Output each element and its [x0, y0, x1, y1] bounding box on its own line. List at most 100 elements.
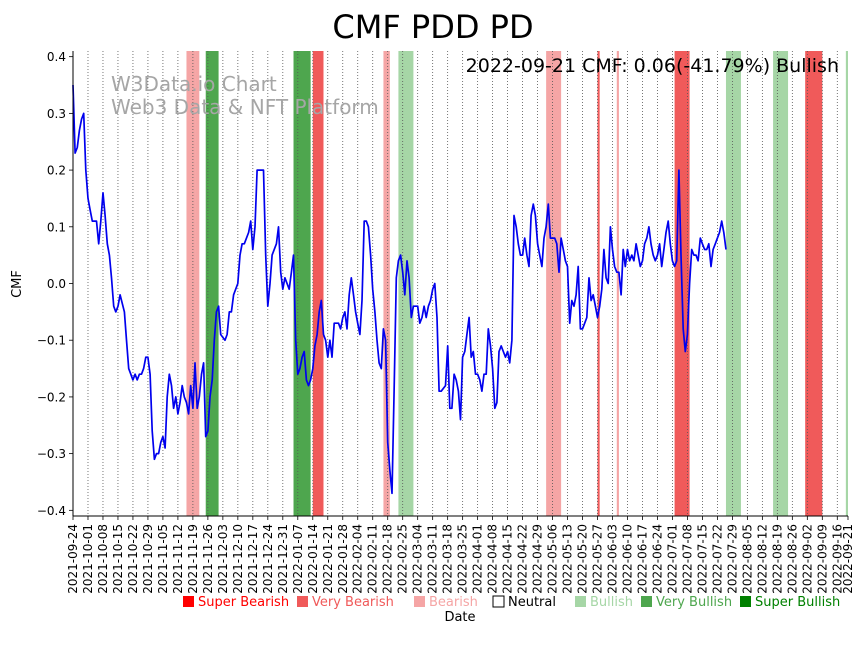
band-bearish: [186, 51, 196, 516]
band-very-bearish: [597, 51, 600, 516]
legend-label: Very Bullish: [656, 595, 732, 610]
x-tick-label: 2022-05-13: [561, 524, 575, 594]
x-tick-label: 2021-11-26: [201, 524, 215, 594]
y-tick-label: −0.3: [37, 447, 66, 461]
legend-swatch: [641, 596, 652, 607]
legend-swatch: [414, 596, 425, 607]
band-bullish: [845, 51, 848, 516]
x-tick-label: 2022-03-18: [441, 524, 455, 594]
y-tick-label: −0.2: [37, 390, 66, 404]
x-tick-label: 2021-11-05: [156, 524, 170, 594]
x-tick-label: 2021-12-10: [231, 524, 245, 594]
x-tick-label: 2022-04-22: [516, 524, 530, 594]
legend: Super Bearish Very Bearish Bearish Neutral B…: [183, 595, 840, 610]
band-bullish: [773, 51, 789, 516]
x-tick-label: 2022-01-14: [306, 524, 320, 594]
x-tick-label: 2021-10-29: [141, 524, 155, 594]
x-tick-label: 2021-12-03: [216, 524, 230, 594]
legend-swatch: [297, 596, 308, 607]
legend-label: Super Bullish: [755, 595, 840, 610]
x-tick-label: 2021-10-22: [126, 524, 140, 594]
legend-label: Super Bearish: [198, 595, 289, 610]
band-very-bearish: [312, 51, 324, 516]
x-tick-label: 2022-03-11: [426, 524, 440, 594]
legend-item-very-bearish: Very Bearish: [297, 595, 394, 610]
legend-item-bearish: Bearish: [414, 595, 478, 610]
x-tick-label: 2022-08-19: [770, 524, 784, 594]
legend-swatch: [575, 596, 586, 607]
x-tick-label: 2022-06-10: [620, 524, 634, 594]
x-tick-label: 2022-04-29: [531, 524, 545, 594]
legend-item-neutral: Neutral: [492, 595, 556, 610]
watermark-line: W3Data.io Chart: [111, 72, 277, 96]
x-gridlines: [87, 51, 838, 516]
legend-label: Bullish: [590, 595, 633, 610]
x-tick-label: 2022-07-01: [665, 524, 679, 594]
x-axis-label: Date: [444, 610, 475, 625]
x-tick-label: 2022-06-17: [635, 524, 649, 594]
x-tick-label: 2022-09-09: [815, 524, 829, 594]
cmf-line: [72, 84, 727, 495]
x-tick-label: 2021-12-17: [246, 524, 260, 594]
x-tick-label: 2022-04-15: [501, 524, 515, 594]
x-tick-label: 2022-02-04: [351, 524, 365, 594]
band-bearish: [546, 51, 562, 516]
x-tick-label: 2022-04-08: [486, 524, 500, 594]
x-tick-label: 2022-02-25: [396, 524, 410, 594]
chart-title: CMF PDD PD: [332, 8, 533, 46]
x-axis-ticks: 2021-09-24 2021-10-01 2021-10-08 2021-10-15…: [66, 516, 855, 594]
x-tick-label: 2022-01-21: [321, 524, 335, 594]
legend-label: Very Bearish: [312, 595, 394, 610]
legend-item-bullish: Bullish: [575, 595, 633, 610]
legend-item-super-bearish: Super Bearish: [183, 595, 289, 610]
x-tick-label: 2022-01-07: [291, 524, 305, 594]
x-tick-label: 2022-02-11: [366, 524, 380, 594]
y-tick-label: 0.1: [47, 220, 66, 234]
y-tick-label: 0.3: [47, 107, 66, 121]
x-tick-label: 2022-07-29: [725, 524, 739, 594]
x-tick-label: 2021-12-31: [276, 524, 290, 594]
x-tick-label: 2021-11-12: [171, 524, 185, 594]
y-tick-label: 0.4: [47, 50, 66, 64]
x-tick-label: 2022-05-20: [576, 524, 590, 594]
band-bullish: [725, 51, 741, 516]
x-tick-label: 2022-05-27: [591, 524, 605, 594]
x-tick-label: 2022-07-08: [680, 524, 694, 594]
band-very-bearish: [805, 51, 823, 516]
x-tick-label: 2022-01-28: [336, 524, 350, 594]
legend-swatch: [740, 596, 751, 607]
x-tick-label: 2022-03-25: [456, 524, 470, 594]
x-tick-label: 2022-09-21: [841, 524, 855, 594]
x-tick-label: 2022-08-05: [740, 524, 754, 594]
legend-label: Bearish: [429, 595, 478, 610]
band-bearish: [195, 51, 200, 516]
legend-swatch: [183, 596, 194, 607]
y-tick-label: 0.2: [47, 164, 66, 178]
x-tick-label: 2022-09-16: [830, 524, 844, 594]
sentiment-bands: [186, 51, 848, 516]
legend-swatch: [492, 595, 505, 608]
x-tick-label: 2021-09-24: [66, 524, 80, 594]
y-tick-label: −0.4: [37, 504, 66, 518]
x-tick-label: 2021-12-24: [261, 524, 275, 594]
x-tick-label: 2022-07-15: [695, 524, 709, 594]
x-tick-label: 2021-10-15: [111, 524, 125, 594]
band-very-bullish: [293, 51, 311, 516]
y-tick-label: 0.0: [47, 277, 66, 291]
x-tick-label: 2022-08-12: [755, 524, 769, 594]
legend-item-very-bullish: Very Bullish: [641, 595, 732, 610]
x-tick-label: 2022-03-04: [411, 524, 425, 594]
latest-value-annotation: 2022-09-21 CMF: 0.06(-41.79%) Bullish: [466, 55, 839, 77]
x-tick-label: 2022-08-26: [785, 524, 799, 594]
band-bearish: [616, 51, 619, 516]
x-tick-label: 2022-07-22: [710, 524, 724, 594]
x-tick-label: 2021-10-01: [81, 524, 95, 594]
x-tick-label: 2022-06-24: [650, 524, 664, 594]
watermark-line: Web3 Data & NFT Platform: [111, 95, 379, 119]
x-tick-label: 2022-02-18: [381, 524, 395, 594]
y-axis-ticks: −0.4 −0.3 −0.2 −0.1 0.0 0.1 0.2 0.3 0.4: [37, 50, 73, 518]
x-tick-label: 2022-04-01: [471, 524, 485, 594]
x-tick-label: 2021-11-19: [186, 524, 200, 594]
